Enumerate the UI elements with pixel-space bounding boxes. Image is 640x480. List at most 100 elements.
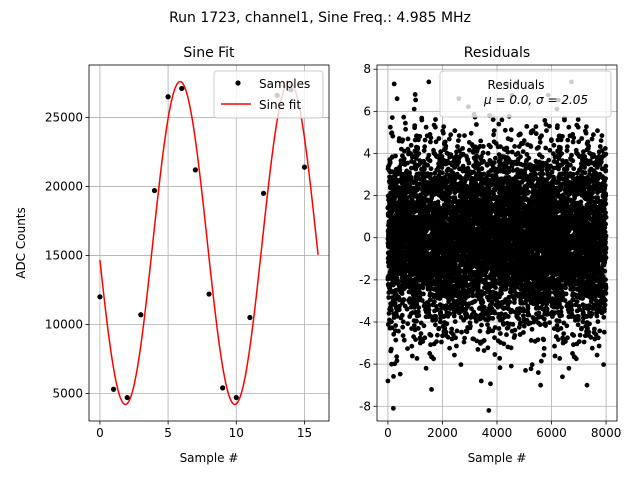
residual-point — [411, 323, 417, 328]
residual-point — [428, 171, 433, 177]
residual-point — [405, 136, 411, 142]
residual-point — [460, 146, 465, 151]
residual-point — [488, 144, 493, 150]
residual-point — [448, 132, 454, 138]
residual-point — [456, 133, 462, 139]
residual-point — [478, 138, 484, 144]
residual-point — [394, 96, 400, 102]
residual-point — [485, 345, 491, 351]
residual-point — [454, 328, 460, 334]
residual-point — [452, 319, 458, 324]
residual-point — [452, 352, 457, 358]
residual-point — [404, 306, 410, 312]
residual-point — [426, 152, 432, 158]
residual-point — [468, 130, 474, 136]
figure-suptitle: Run 1723, channel1, Sine Freq.: 4.985 MH… — [169, 10, 471, 26]
residual-point — [499, 291, 504, 296]
residual-point — [497, 355, 503, 361]
sine-fit-points-layer — [97, 85, 308, 401]
residual-point — [508, 363, 514, 369]
residual-point — [401, 297, 407, 303]
residual-point — [481, 304, 487, 310]
sine-fit-y-label: ADC Counts — [14, 207, 28, 279]
sample-point — [124, 394, 130, 401]
residual-point — [444, 180, 450, 186]
residual-point — [499, 117, 505, 123]
residual-point — [420, 285, 426, 291]
residual-point — [518, 154, 523, 160]
residual-point — [413, 208, 419, 214]
residual-point — [466, 290, 472, 295]
residual-point — [490, 328, 496, 334]
residual-point — [416, 305, 422, 310]
residual-point — [399, 291, 405, 296]
residual-point — [414, 356, 420, 361]
residual-point — [458, 362, 464, 367]
residual-point — [493, 285, 498, 290]
residual-point — [425, 210, 431, 216]
residual-point — [443, 303, 449, 309]
residual-point — [439, 161, 445, 167]
sine-fit-curve-layer — [99, 80, 319, 406]
residuals-title: Residuals — [464, 45, 530, 61]
residual-point — [438, 149, 444, 155]
sine-fit-x-label: Sample # — [180, 451, 239, 465]
residual-point — [479, 166, 485, 172]
residual-point — [492, 352, 498, 357]
residual-point — [462, 133, 467, 139]
residual-point — [439, 339, 444, 345]
residual-point — [436, 136, 442, 141]
residual-point — [433, 124, 438, 130]
residual-point — [397, 371, 403, 377]
residual-point — [434, 339, 439, 344]
residual-point — [455, 144, 460, 149]
residual-point — [391, 331, 397, 337]
residual-point — [393, 323, 398, 328]
residual-point — [447, 311, 453, 317]
residual-point — [459, 329, 464, 335]
residual-point — [449, 326, 455, 332]
residual-point — [436, 325, 442, 331]
residual-point — [428, 139, 433, 145]
sample-point — [301, 164, 308, 170]
residual-point — [411, 106, 417, 112]
residual-point — [397, 303, 402, 309]
residual-point — [421, 148, 427, 154]
sine-fit-line — [99, 80, 319, 406]
residual-point — [468, 323, 473, 329]
residual-point — [491, 191, 496, 197]
residuals-points-layer — [385, 79, 609, 413]
sample-point — [206, 291, 212, 297]
residual-point — [466, 293, 471, 299]
residual-point — [408, 142, 414, 148]
residual-point — [436, 248, 442, 254]
residual-point — [512, 296, 517, 302]
residual-point — [409, 353, 415, 359]
residual-point — [504, 145, 510, 151]
y-tick-label: 20000 — [45, 179, 83, 193]
residual-point — [517, 132, 523, 137]
sample-point — [220, 385, 226, 391]
residual-point — [481, 171, 487, 177]
residual-point — [493, 155, 498, 161]
residual-point — [414, 318, 419, 324]
residual-point — [393, 337, 399, 343]
residual-point — [508, 127, 514, 133]
residual-point — [394, 358, 400, 364]
residual-point — [394, 354, 400, 360]
residual-point — [480, 299, 486, 305]
sine-fit-title: Sine Fit — [183, 45, 235, 61]
residual-point — [418, 331, 424, 336]
sample-point — [192, 167, 198, 173]
residual-point — [506, 169, 512, 174]
residual-point — [405, 160, 410, 166]
residual-point — [390, 133, 396, 139]
residual-point — [435, 199, 441, 205]
residual-point — [510, 322, 516, 327]
sine-fit-legend-box — [213, 70, 324, 119]
residual-point — [397, 167, 403, 173]
residual-point — [415, 309, 421, 315]
residual-point — [440, 303, 446, 309]
residual-point — [453, 261, 458, 267]
residual-point — [446, 195, 452, 200]
